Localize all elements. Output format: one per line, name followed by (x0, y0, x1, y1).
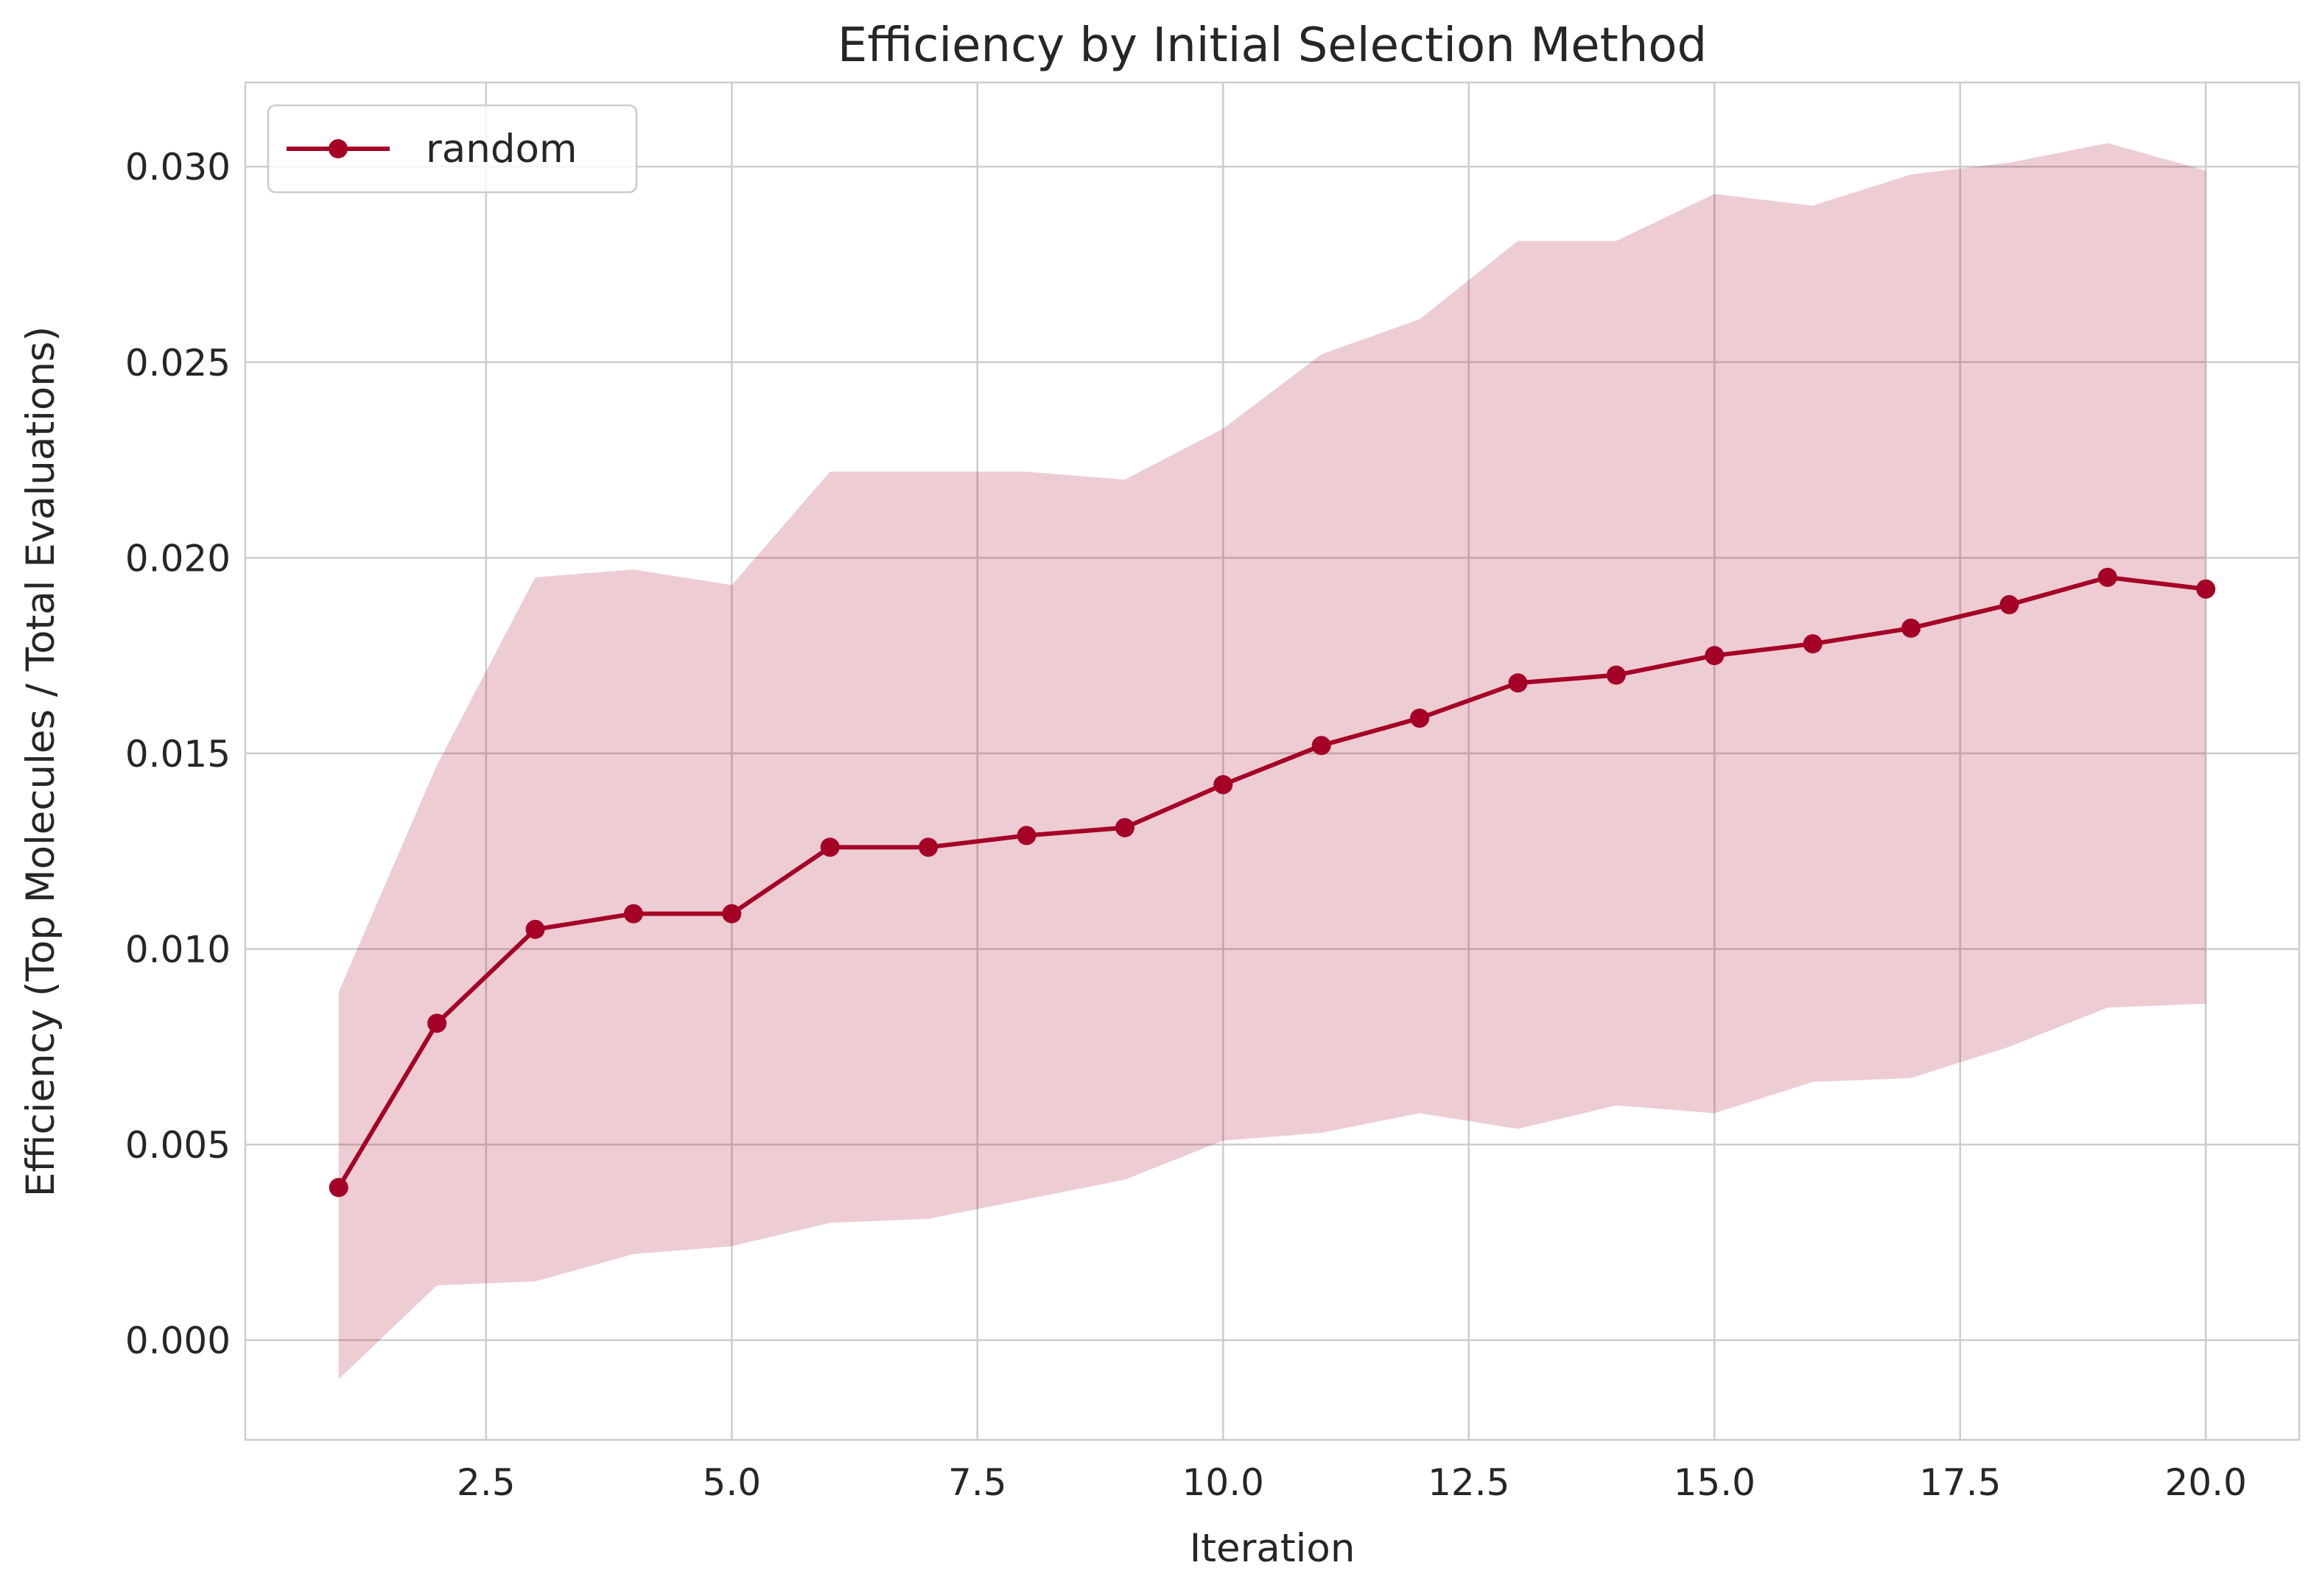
data-point (1311, 736, 1331, 756)
legend-marker-swatch (329, 139, 348, 158)
data-point (1705, 646, 1725, 666)
data-point (525, 919, 545, 939)
line-layer (337, 574, 2206, 1189)
legend-label-random: random (426, 127, 578, 172)
y-tick-label: 0.030 (125, 146, 231, 189)
x-tick-label: 10.0 (1182, 1461, 1264, 1504)
band-layer (338, 143, 2206, 1379)
grid-layer (245, 82, 2299, 1440)
series-line-random (337, 574, 2206, 1189)
confidence-band-random (338, 143, 2206, 1379)
x-tick-label: 20.0 (2165, 1461, 2247, 1504)
x-tick-label: 5.0 (703, 1461, 762, 1504)
data-point (427, 1013, 447, 1033)
x-tick-label: 15.0 (1674, 1461, 1755, 1504)
y-tick-label: 0.010 (125, 928, 231, 971)
plot-frame (244, 81, 2301, 1441)
y-tick-label: 0.020 (125, 537, 231, 580)
legend-box (267, 104, 638, 194)
marker-layer (329, 567, 2216, 1198)
legend: random (267, 104, 638, 194)
x-tick-label: 7.5 (948, 1461, 1007, 1504)
y-axis-label: Efficiency (Top Molecules / Total Evalua… (18, 326, 63, 1197)
data-point (722, 904, 742, 924)
y-tick-label: 0.005 (125, 1124, 231, 1167)
y-tick-label: 0.000 (125, 1320, 231, 1363)
y-tick-label: 0.015 (125, 733, 231, 776)
data-point (1213, 775, 1233, 795)
data-point (919, 837, 939, 857)
data-point (2196, 579, 2216, 599)
data-point (1410, 709, 1430, 728)
data-point (1017, 826, 1037, 846)
data-point (1508, 673, 1528, 693)
data-point (329, 1178, 348, 1198)
plot-background (245, 82, 2299, 1440)
data-point (623, 904, 643, 924)
y-tick-label: 0.025 (125, 342, 231, 384)
chart-title: Efficiency by Initial Selection Method (838, 18, 1707, 73)
data-point (1115, 818, 1134, 837)
data-point (2097, 567, 2117, 587)
x-tick-labels: 2.5 5.0 7.5 10.0 12.5 15.0 17.5 20.0 (457, 1461, 2247, 1504)
x-axis-label: Iteration (1190, 1526, 1355, 1571)
data-point (820, 837, 840, 857)
x-tick-label: 17.5 (1919, 1461, 2001, 1504)
data-point (1999, 595, 2019, 615)
data-point (1901, 618, 1921, 638)
data-point (1606, 665, 1626, 685)
x-tick-label: 2.5 (457, 1461, 516, 1504)
data-point (1803, 634, 1823, 654)
x-tick-label: 12.5 (1428, 1461, 1509, 1504)
y-tick-labels: 0.000 0.005 0.010 0.015 0.020 0.025 0.030 (125, 146, 231, 1362)
